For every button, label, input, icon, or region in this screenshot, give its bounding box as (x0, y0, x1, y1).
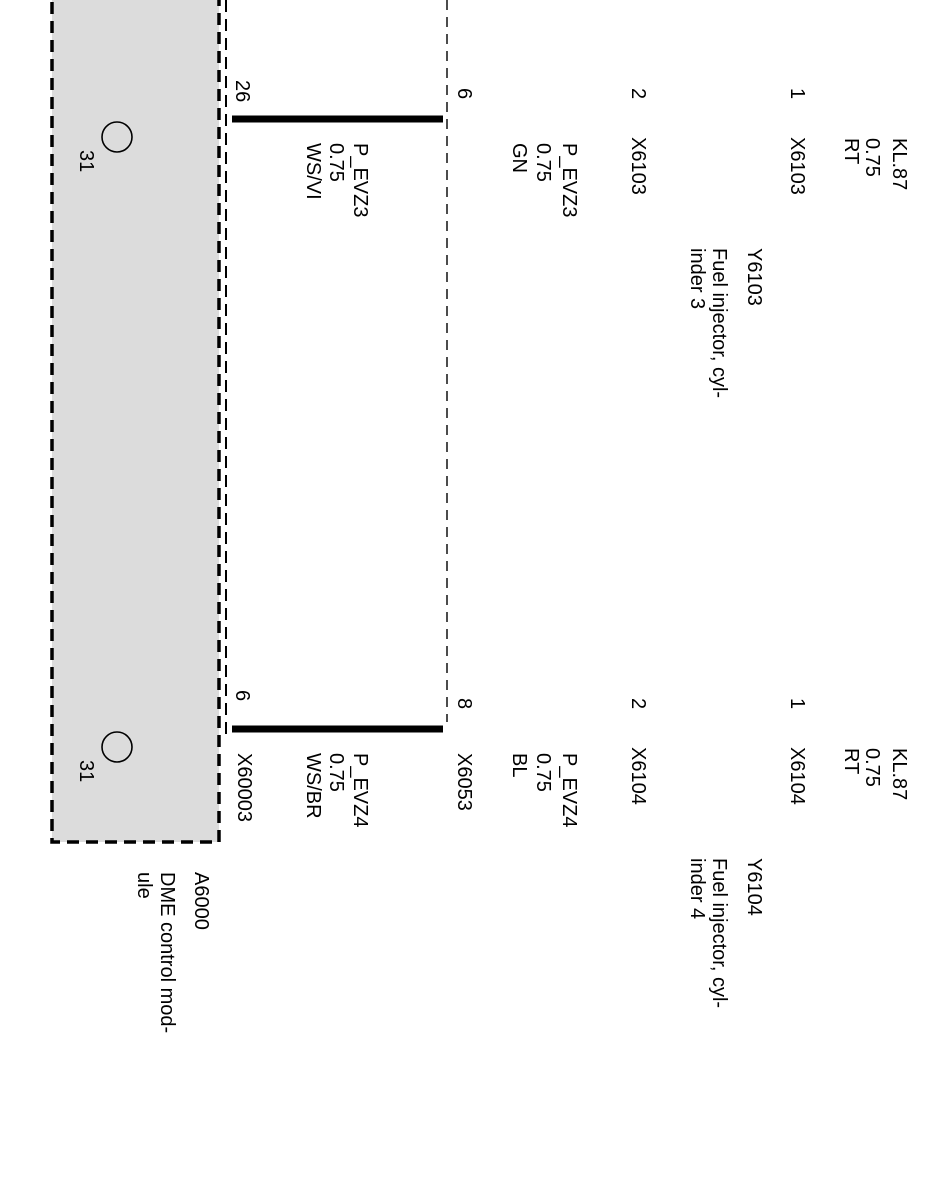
wire2-signal: P_EVZ3 (558, 143, 580, 217)
wire1-signal: P_EVZ3 (349, 143, 371, 217)
injector-pin-out: 1 (786, 88, 808, 99)
wire2-signal: P_EVZ4 (558, 753, 580, 827)
module-name-line2: ule (133, 872, 155, 899)
wire3-size: 0.75 (861, 138, 883, 177)
wire3-color: RT (840, 748, 862, 774)
injector-id: Y6103 (743, 248, 765, 306)
wire1-size: 0.75 (325, 753, 347, 792)
inline-connector: X6053 (453, 753, 475, 811)
injector-name-line2: inder 4 (686, 858, 708, 919)
wire2-color: GN (508, 143, 530, 173)
module-connector: X60003 (233, 753, 255, 822)
injector-connector-in: X6104 (627, 747, 649, 805)
injector-pin-in: 2 (627, 698, 649, 709)
transistor-driver-icon (101, 731, 133, 763)
injector-id: Y6104 (743, 858, 765, 916)
wire2-size: 0.75 (532, 143, 554, 182)
injector-name-line1: Fuel injector, cyl- (708, 248, 730, 398)
injector-pin-out: 1 (786, 698, 808, 709)
injector-connector-out: X6103 (786, 137, 808, 195)
wire2-size: 0.75 (532, 753, 554, 792)
wire1-color: WS/VI (302, 143, 324, 200)
module-id: A6000 (190, 872, 212, 930)
injector-name-line2: inder 3 (686, 248, 708, 309)
wire1-size: 0.75 (325, 143, 347, 182)
injector-name-line1: Fuel injector, cyl- (708, 858, 730, 1008)
wire3-signal: KL.87 (888, 138, 910, 190)
module-pin: 26 (231, 80, 253, 102)
ground-label: 31 (75, 150, 97, 172)
inline-pin: 6 (453, 88, 475, 99)
module-name-line1: DME control mod- (156, 872, 178, 1033)
wire2-color: BL (508, 753, 530, 777)
inline-pin: 8 (453, 698, 475, 709)
wire3-size: 0.75 (861, 748, 883, 787)
wire1-color: WS/BR (302, 753, 324, 819)
ground-label: 31 (75, 760, 97, 782)
injector-pin-in: 2 (627, 88, 649, 99)
injector-connector-in: X6103 (627, 137, 649, 195)
module-pin: 6 (231, 690, 253, 701)
wire3-color: RT (840, 138, 862, 164)
wire3-signal: KL.87 (888, 748, 910, 800)
injector-connector-out: X6104 (786, 747, 808, 805)
circuit-cylinder-3: 31 26P_EVZ30.75WS/VI6P_EVZ30.75GN2X61031… (75, 80, 910, 398)
dme-control-module-box (50, 0, 221, 844)
wire1-signal: P_EVZ4 (349, 753, 371, 827)
transistor-driver-icon (101, 121, 133, 153)
